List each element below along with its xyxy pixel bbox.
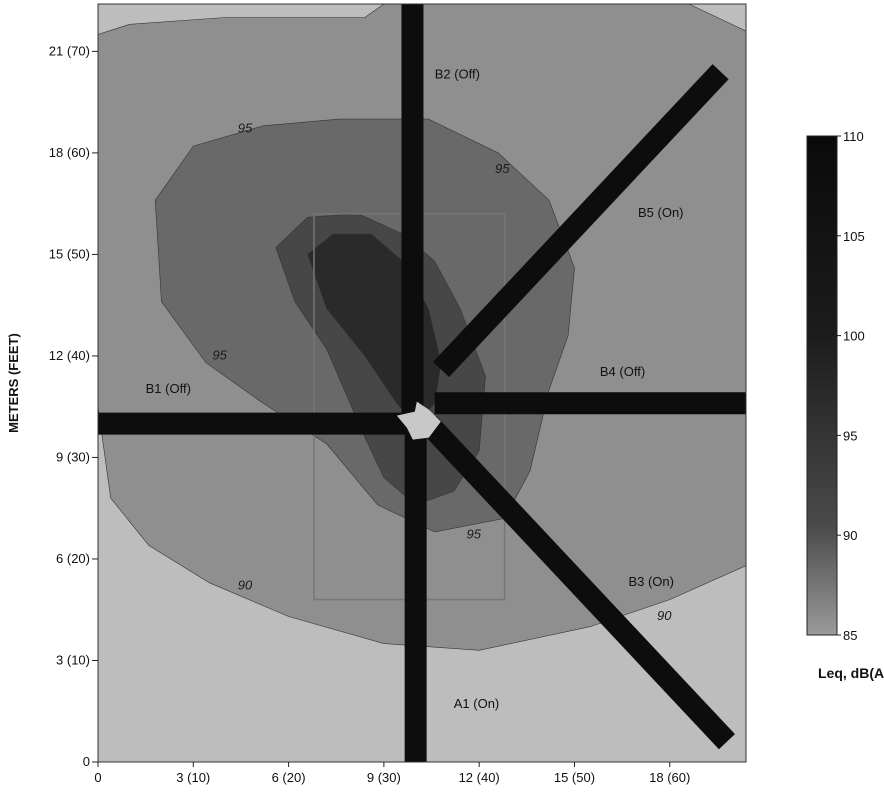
arm-label: B2 (Off) — [435, 66, 480, 81]
contour-level-label: 95 — [238, 121, 253, 136]
plot-frame — [97, 3, 747, 763]
y-tick-label: 0 — [83, 754, 90, 769]
road-arms — [98, 4, 746, 762]
contour-level-label: 95 — [212, 347, 227, 362]
y-tick-label: 15 (50) — [49, 246, 90, 261]
contour-level-label: 90 — [238, 577, 253, 592]
y-axis-title: METERS (FEET) — [6, 333, 21, 433]
contour-level-label: 95 — [495, 161, 510, 176]
colorbar-tick-label: 100 — [843, 329, 865, 344]
arm-label: B3 (On) — [628, 574, 674, 589]
contour-level-label: 90 — [657, 608, 672, 623]
x-tick-label: 18 (60) — [649, 770, 690, 785]
plot-area — [98, 4, 746, 762]
arm-label: B5 (On) — [638, 205, 684, 220]
colorbar-tick-label: 110 — [843, 129, 864, 144]
y-tick-label: 9 (30) — [56, 449, 90, 464]
arm-label: A1 (On) — [454, 696, 500, 711]
y-axis: 0 3 (10) 6 (20) 9 (30) 12 (40) 15 (50) 18 (60)… — [49, 43, 98, 769]
y-tick-label: 3 (10) — [56, 652, 90, 667]
x-tick-label: 12 (40) — [459, 770, 500, 785]
x-axis: 0 3 (10) 6 (20) 9 (30) 12 (40) 15 (50) 18 (60) — [94, 762, 690, 785]
colorbar-ticks: 110 105 100 95 90 85 — [837, 129, 865, 643]
x-tick-label: 6 (20) — [272, 770, 306, 785]
x-tick-label: 15 (50) — [554, 770, 595, 785]
contour-level-label: 95 — [466, 527, 481, 542]
x-tick-label: 9 (30) — [367, 770, 401, 785]
colorbar-tick-label: 105 — [843, 229, 865, 244]
colorbar-tick-label: 90 — [843, 528, 857, 543]
colorbar-tick-label: 95 — [843, 428, 857, 443]
colorbar-title: Leq, dB(A) — [818, 665, 884, 681]
intersection-center-marker — [396, 401, 441, 440]
y-tick-label: 21 (70) — [49, 43, 90, 58]
colorbar-bar — [806, 135, 838, 636]
colorbar: 110 105 100 95 90 85 Leq, dB(A) — [806, 129, 884, 681]
y-tick-label: 6 (20) — [56, 551, 90, 566]
colorbar-tick-label: 85 — [843, 628, 857, 643]
chart-labels: A1 (On) B1 (Off) B2 (Off) B3 (On) B4 (Off) B5… — [146, 66, 684, 710]
y-tick-label: 12 (40) — [49, 348, 90, 363]
x-tick-label: 0 — [94, 770, 101, 785]
arm-label: B4 (Off) — [600, 364, 645, 379]
arm-label: B1 (Off) — [146, 381, 191, 396]
x-tick-label: 3 (10) — [176, 770, 210, 785]
y-tick-label: 18 (60) — [49, 145, 90, 160]
road-arm-3 — [420, 416, 735, 750]
road-arm-5 — [433, 64, 729, 377]
